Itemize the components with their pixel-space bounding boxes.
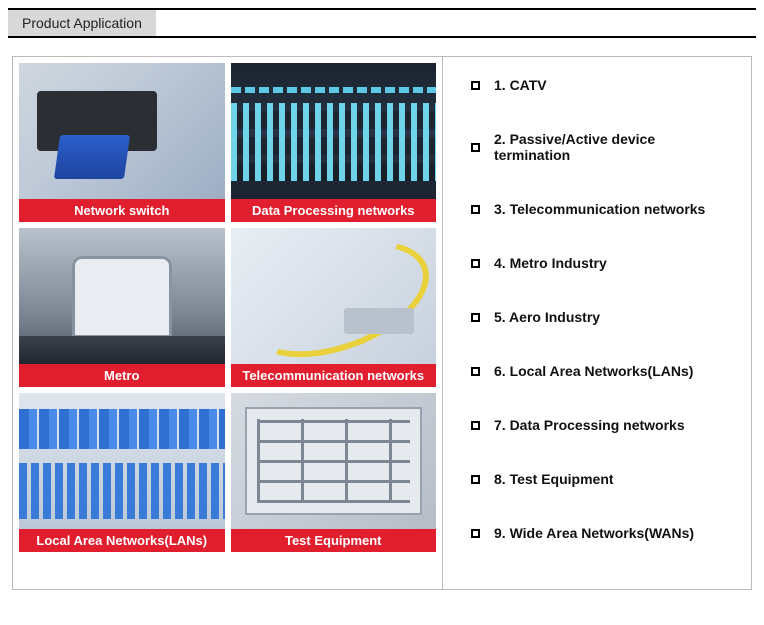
tile-caption: Telecommunication networks bbox=[231, 364, 437, 387]
square-bullet-icon bbox=[471, 81, 480, 90]
application-list-panel: 1. CATV 2. Passive/Active device termina… bbox=[443, 57, 751, 589]
header-row: Product Application bbox=[8, 8, 756, 38]
tile-image bbox=[231, 63, 437, 199]
list-item-label: 9. Wide Area Networks(WANs) bbox=[494, 525, 694, 541]
content-row: Network switch Data Processing networks … bbox=[12, 56, 752, 590]
list-item: 7. Data Processing networks bbox=[471, 417, 733, 433]
list-item-label: 3. Telecommunication networks bbox=[494, 201, 705, 217]
square-bullet-icon bbox=[471, 313, 480, 322]
square-bullet-icon bbox=[471, 205, 480, 214]
list-item-label: 2. Passive/Active device termination bbox=[494, 131, 733, 163]
tile-test-equipment: Test Equipment bbox=[231, 393, 437, 552]
tile-image bbox=[19, 228, 225, 364]
list-item: 4. Metro Industry bbox=[471, 255, 733, 271]
tile-image bbox=[231, 393, 437, 529]
list-item-label: 5. Aero Industry bbox=[494, 309, 600, 325]
list-item-label: 6. Local Area Networks(LANs) bbox=[494, 363, 693, 379]
tile-image bbox=[19, 393, 225, 529]
list-item: 3. Telecommunication networks bbox=[471, 201, 733, 217]
tile-telecom: Telecommunication networks bbox=[231, 228, 437, 387]
tile-lan: Local Area Networks(LANs) bbox=[19, 393, 225, 552]
image-grid: Network switch Data Processing networks … bbox=[19, 63, 436, 552]
list-item: 2. Passive/Active device termination bbox=[471, 131, 733, 163]
section-title-tab: Product Application bbox=[8, 10, 156, 36]
tile-data-processing: Data Processing networks bbox=[231, 63, 437, 222]
tile-caption: Data Processing networks bbox=[231, 199, 437, 222]
square-bullet-icon bbox=[471, 367, 480, 376]
square-bullet-icon bbox=[471, 259, 480, 268]
list-item: 9. Wide Area Networks(WANs) bbox=[471, 525, 733, 541]
tile-image bbox=[19, 63, 225, 199]
tile-metro: Metro bbox=[19, 228, 225, 387]
list-item-label: 7. Data Processing networks bbox=[494, 417, 685, 433]
tile-caption: Metro bbox=[19, 364, 225, 387]
list-item: 8. Test Equipment bbox=[471, 471, 733, 487]
page-container: Product Application Network switch Data … bbox=[0, 0, 764, 598]
square-bullet-icon bbox=[471, 143, 480, 152]
square-bullet-icon bbox=[471, 529, 480, 538]
square-bullet-icon bbox=[471, 421, 480, 430]
application-list: 1. CATV 2. Passive/Active device termina… bbox=[471, 77, 733, 541]
image-grid-panel: Network switch Data Processing networks … bbox=[13, 57, 443, 589]
tile-caption: Test Equipment bbox=[231, 529, 437, 552]
list-item: 5. Aero Industry bbox=[471, 309, 733, 325]
list-item-label: 4. Metro Industry bbox=[494, 255, 607, 271]
list-item: 6. Local Area Networks(LANs) bbox=[471, 363, 733, 379]
tile-caption: Network switch bbox=[19, 199, 225, 222]
list-item-label: 8. Test Equipment bbox=[494, 471, 614, 487]
list-item-label: 1. CATV bbox=[494, 77, 547, 93]
tile-image bbox=[231, 228, 437, 364]
list-item: 1. CATV bbox=[471, 77, 733, 93]
tile-network-switch: Network switch bbox=[19, 63, 225, 222]
square-bullet-icon bbox=[471, 475, 480, 484]
tile-caption: Local Area Networks(LANs) bbox=[19, 529, 225, 552]
